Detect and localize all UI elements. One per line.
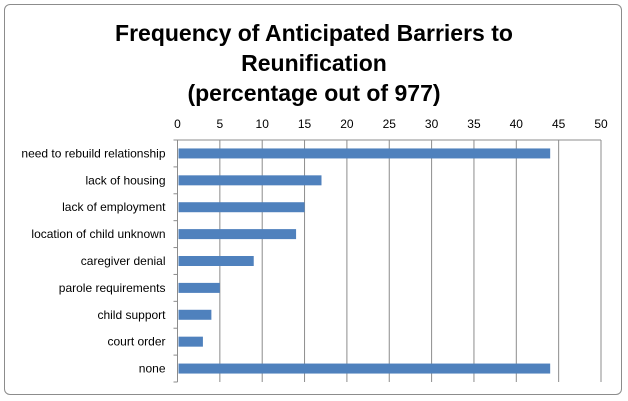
category-label: court order [107, 335, 165, 349]
bar [178, 148, 551, 159]
chart-frame [4, 4, 622, 395]
bar [178, 282, 220, 293]
category-label: location of child unknown [31, 227, 165, 241]
category-label: need to rebuild relationship [21, 146, 165, 160]
x-tick-label: 50 [594, 117, 608, 131]
chart-title-line-2: Reunification [241, 50, 387, 76]
bar [178, 175, 322, 186]
x-tick-label: 0 [174, 117, 181, 131]
category-label: child support [97, 308, 166, 322]
category-label: parole requirements [59, 281, 166, 295]
chart-title: Frequency of Anticipated Barriers to Reu… [0, 18, 628, 108]
bar [178, 363, 551, 374]
x-tick-label: 45 [552, 117, 566, 131]
chart-title-line-1: Frequency of Anticipated Barriers to [115, 20, 513, 46]
x-tick-label: 10 [256, 117, 270, 131]
x-tick-label: 5 [217, 117, 224, 131]
x-tick-label: 35 [467, 117, 481, 131]
category-label: lack of housing [85, 173, 165, 187]
bar [178, 256, 254, 266]
x-tick-label: 30 [425, 117, 439, 131]
bar [178, 336, 203, 347]
x-tick-label: 15 [298, 117, 312, 131]
x-tick-label: 40 [510, 117, 524, 131]
category-label: caregiver denial [81, 254, 166, 268]
bar [178, 229, 297, 240]
chart-title-line-3: (percentage out of 977) [187, 80, 441, 106]
category-label: lack of employment [62, 200, 166, 214]
bar [178, 309, 212, 320]
category-label: none [139, 362, 166, 376]
bar [178, 202, 305, 213]
x-tick-label: 20 [340, 117, 354, 131]
x-tick-label: 25 [383, 117, 397, 131]
